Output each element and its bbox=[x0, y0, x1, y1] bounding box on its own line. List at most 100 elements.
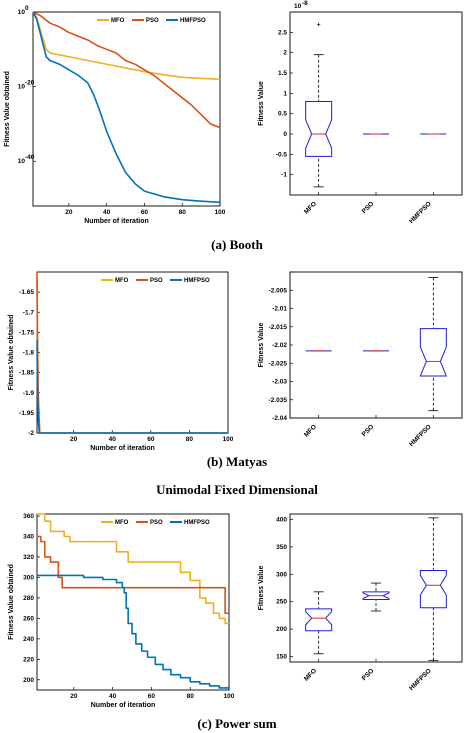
y-tick-label-panel-5: 300 bbox=[23, 574, 34, 581]
y-tick-label-panel-2: 0 bbox=[283, 131, 287, 138]
box-hmfpso-panel-6 bbox=[419, 569, 447, 609]
plot-area-panel-5 bbox=[36, 513, 230, 691]
series-line-mfo-panel-1 bbox=[32, 11, 221, 80]
y-tick-label-panel-3: -1.85 bbox=[19, 370, 34, 377]
y-tick-label-panel-1: 10 bbox=[18, 84, 26, 91]
y-tick-label-panel-6: 200 bbox=[276, 626, 287, 633]
legend-label-pso-panel-1: PSO bbox=[146, 18, 159, 24]
box-mfo-panel-6 bbox=[305, 608, 333, 632]
box-pso-panel-6 bbox=[362, 591, 390, 601]
x-tick-label-panel-5: 100 bbox=[224, 693, 235, 700]
y-tick-label-panel-6: 350 bbox=[276, 544, 287, 551]
y-tick-label-panel-6: 250 bbox=[276, 599, 287, 606]
caption-section: Unimodal Fixed Dimensional bbox=[156, 482, 318, 497]
y-tick-label-panel-4: -2.02 bbox=[272, 342, 287, 349]
plot-area-panel-6 bbox=[289, 513, 463, 663]
y-tick-label-panel-4: -2.04 bbox=[272, 415, 287, 422]
y-tick-label-panel-5: 340 bbox=[23, 534, 34, 541]
y-tick-label-panel-5: 240 bbox=[23, 636, 34, 643]
y-multiplier-base-panel-2: 10 bbox=[294, 3, 302, 10]
x-category-label-panel-6: HMFPSO bbox=[408, 667, 433, 692]
y-tick-label-panel-4: -2.025 bbox=[269, 360, 288, 367]
legend-label-mfo-panel-5: MFO bbox=[115, 520, 129, 526]
y-axis-label-panel-2: Fitness Value bbox=[258, 81, 265, 126]
series-line-pso-panel-1 bbox=[32, 11, 221, 129]
y-axis-label-panel-3: Fitness Value obtained bbox=[8, 315, 15, 391]
y-tick-label-panel-3: -1.8 bbox=[23, 350, 35, 357]
y-tick-label-panel-5: 220 bbox=[23, 656, 34, 663]
y-tick-label-panel-3: -1.9 bbox=[23, 390, 35, 397]
y-multiplier-exponent-panel-2: -8 bbox=[302, 0, 308, 7]
y-tick-label-panel-3: -1.75 bbox=[19, 329, 34, 336]
x-tick-label-panel-3: 40 bbox=[109, 436, 117, 443]
x-category-label-panel-2: MFO bbox=[303, 200, 318, 215]
x-category-label-panel-2: PSO bbox=[361, 200, 376, 215]
y-tick-exponent-panel-1: -20 bbox=[25, 80, 35, 87]
x-tick-label-panel-1: 60 bbox=[141, 209, 149, 216]
x-category-label-panel-6: PSO bbox=[361, 667, 376, 682]
y-tick-label-panel-5: 360 bbox=[23, 513, 34, 520]
y-tick-label-panel-2: 1.5 bbox=[278, 70, 287, 77]
x-tick-label-panel-1: 100 bbox=[215, 209, 226, 216]
legend-label-pso-panel-3: PSO bbox=[150, 278, 163, 284]
y-tick-exponent-panel-1: -40 bbox=[25, 154, 35, 161]
plot-area-panel-4 bbox=[289, 271, 463, 419]
x-tick-label-panel-3: 60 bbox=[147, 436, 155, 443]
y-tick-label-panel-2: 0.5 bbox=[278, 111, 287, 118]
y-tick-label-panel-4: -2.035 bbox=[269, 397, 288, 404]
y-axis-label-panel-1: Fitness Value obtained bbox=[4, 71, 11, 147]
y-tick-label-panel-2: 2.5 bbox=[278, 29, 287, 36]
plot-area-panel-1 bbox=[32, 11, 221, 207]
y-tick-label-panel-2: -1 bbox=[281, 172, 287, 179]
x-tick-label-panel-3: 100 bbox=[223, 436, 234, 443]
y-tick-label-panel-3: -2 bbox=[28, 430, 34, 437]
legend-label-hmfpso-panel-5: HMFPSO bbox=[184, 520, 210, 526]
y-tick-label-panel-4: -2.03 bbox=[272, 379, 287, 386]
x-tick-label-panel-5: 60 bbox=[148, 693, 156, 700]
y-tick-label-panel-3: -1.65 bbox=[19, 289, 34, 296]
y-tick-label-panel-5: 280 bbox=[23, 595, 34, 602]
x-axis-label-panel-1: Number of iteration bbox=[84, 218, 149, 225]
caption-power-sum: (c) Power sum bbox=[197, 716, 276, 731]
y-tick-exponent-panel-1: 0 bbox=[25, 5, 29, 12]
series-line-hmfpso-panel-5 bbox=[37, 574, 229, 689]
x-category-label-panel-6: MFO bbox=[303, 667, 318, 682]
box-mfo-panel-2 bbox=[305, 100, 333, 157]
x-tick-label-panel-3: 80 bbox=[186, 436, 194, 443]
x-axis-label-panel-3: Number of iteration bbox=[90, 445, 155, 452]
y-tick-label-panel-2: 1 bbox=[283, 90, 287, 97]
y-tick-label-panel-2: -0.5 bbox=[276, 151, 288, 158]
x-category-label-panel-4: PSO bbox=[361, 423, 376, 438]
x-tick-label-panel-5: 40 bbox=[109, 693, 117, 700]
x-tick-label-panel-5: 80 bbox=[187, 693, 195, 700]
y-tick-label-panel-2: 2 bbox=[283, 50, 287, 57]
series-line-pso-panel-5 bbox=[37, 535, 229, 615]
caption-matyas: (b) Matyas bbox=[207, 454, 267, 469]
y-tick-label-panel-6: 400 bbox=[276, 516, 287, 523]
y-tick-label-panel-6: 300 bbox=[276, 571, 287, 578]
x-tick-label-panel-1: 40 bbox=[103, 209, 111, 216]
x-tick-label-panel-1: 20 bbox=[65, 209, 73, 216]
plot-area-panel-2 bbox=[289, 11, 463, 196]
y-tick-label-panel-1: 10 bbox=[18, 9, 26, 16]
y-tick-label-panel-6: 150 bbox=[276, 654, 287, 661]
x-tick-label-panel-5: 20 bbox=[70, 693, 78, 700]
y-tick-label-panel-5: 260 bbox=[23, 615, 34, 622]
x-axis-label-panel-5: Number of iteration bbox=[91, 702, 156, 709]
legend-label-mfo-panel-1: MFO bbox=[111, 18, 125, 24]
series-line-hmfpso-panel-3 bbox=[36, 340, 228, 434]
legend-label-pso-panel-5: PSO bbox=[150, 520, 163, 526]
y-axis-label-panel-4: Fitness Value bbox=[258, 323, 265, 368]
x-category-label-panel-2: HMFPSO bbox=[408, 200, 433, 225]
series-line-hmfpso-panel-1 bbox=[32, 11, 221, 204]
x-tick-label-panel-1: 80 bbox=[179, 209, 187, 216]
y-axis-label-panel-5: Fitness Value obtained bbox=[8, 564, 15, 640]
x-category-label-panel-4: MFO bbox=[303, 423, 318, 438]
y-tick-label-panel-5: 200 bbox=[23, 677, 34, 684]
y-tick-label-panel-3: -1.95 bbox=[19, 410, 34, 417]
box-hmfpso-panel-4 bbox=[419, 328, 448, 377]
legend-label-hmfpso-panel-3: HMFPSO bbox=[184, 278, 210, 284]
y-tick-label-panel-1: 10 bbox=[18, 158, 26, 165]
x-tick-label-panel-3: 20 bbox=[70, 436, 78, 443]
